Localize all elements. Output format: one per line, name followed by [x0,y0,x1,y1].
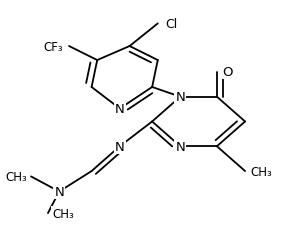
Text: N: N [115,140,125,153]
Text: CH₃: CH₃ [251,165,272,178]
Text: Cl: Cl [165,18,177,31]
Text: N: N [54,185,64,198]
Text: N: N [175,140,185,153]
Text: CF₃: CF₃ [44,40,63,53]
Text: CH₃: CH₃ [52,207,74,220]
Text: O: O [223,66,233,79]
Text: CH₃: CH₃ [5,170,27,183]
Text: N: N [115,103,125,116]
Text: N: N [175,91,185,104]
